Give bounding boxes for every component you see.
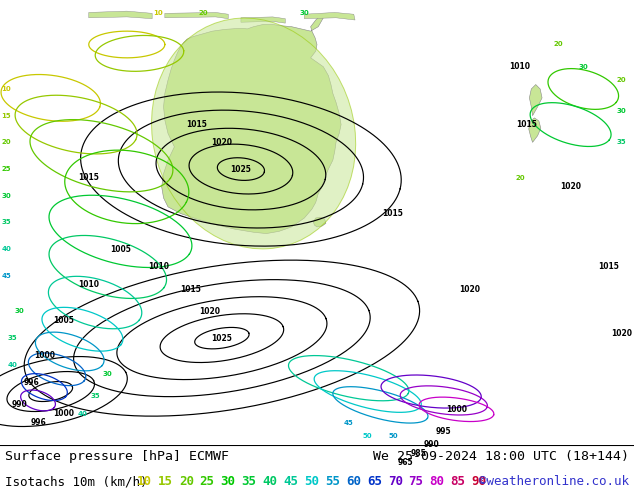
Text: 1025: 1025: [212, 334, 232, 343]
Text: 15: 15: [158, 475, 173, 489]
Text: 1025: 1025: [231, 165, 251, 173]
Text: 995: 995: [436, 427, 451, 436]
Polygon shape: [89, 11, 152, 19]
Text: 1015: 1015: [186, 120, 207, 129]
Text: 1015: 1015: [598, 263, 619, 271]
Text: 90: 90: [471, 475, 486, 489]
Text: 50: 50: [363, 433, 373, 439]
Text: 15: 15: [1, 113, 11, 119]
Text: 20: 20: [179, 475, 194, 489]
Text: 30: 30: [221, 475, 236, 489]
Text: 40: 40: [77, 411, 87, 417]
Text: 985: 985: [411, 449, 426, 458]
Text: 30: 30: [1, 193, 11, 199]
Text: 1010: 1010: [78, 280, 100, 289]
Text: 60: 60: [346, 475, 361, 489]
Text: 50: 50: [388, 433, 398, 439]
Text: 1000: 1000: [446, 405, 467, 414]
Text: 1020: 1020: [560, 182, 581, 192]
Text: 80: 80: [429, 475, 444, 489]
Text: 35: 35: [616, 139, 626, 146]
Text: 965: 965: [398, 458, 413, 467]
Text: 25: 25: [200, 475, 215, 489]
Text: 20: 20: [553, 42, 563, 48]
Text: 40: 40: [8, 362, 18, 368]
Text: 45: 45: [344, 419, 354, 426]
Text: ©weatheronline.co.uk: ©weatheronline.co.uk: [479, 475, 629, 489]
Polygon shape: [529, 118, 541, 143]
Polygon shape: [529, 85, 542, 116]
Text: 35: 35: [8, 335, 18, 341]
Text: 30: 30: [299, 10, 309, 16]
Text: 30: 30: [14, 308, 24, 315]
Text: 70: 70: [387, 475, 403, 489]
Text: 25: 25: [2, 166, 11, 172]
Text: 50: 50: [304, 475, 319, 489]
Polygon shape: [313, 217, 326, 227]
Polygon shape: [304, 12, 355, 20]
Polygon shape: [162, 16, 341, 234]
Text: 65: 65: [366, 475, 382, 489]
Text: 996: 996: [30, 418, 46, 427]
Text: 1020: 1020: [611, 329, 632, 338]
Text: 1015: 1015: [383, 209, 403, 218]
Text: 40: 40: [262, 475, 277, 489]
Text: 75: 75: [408, 475, 424, 489]
Text: 1015: 1015: [516, 120, 536, 129]
Text: 35: 35: [1, 220, 11, 225]
Text: 996: 996: [24, 378, 39, 387]
Text: 1005: 1005: [53, 316, 74, 325]
Text: 20: 20: [1, 139, 11, 146]
Text: 20: 20: [515, 175, 525, 181]
Polygon shape: [165, 12, 228, 19]
Text: 10: 10: [153, 10, 164, 16]
Text: 40: 40: [1, 246, 11, 252]
Text: 1015: 1015: [79, 173, 99, 182]
Text: 20: 20: [616, 77, 626, 83]
Text: 30: 30: [616, 108, 626, 114]
Text: 1005: 1005: [110, 245, 131, 254]
Text: 35: 35: [90, 393, 100, 399]
Text: 1020: 1020: [211, 138, 233, 147]
Text: 45: 45: [283, 475, 298, 489]
Polygon shape: [241, 17, 285, 23]
Text: We 25-09-2024 18:00 UTC (18+144): We 25-09-2024 18:00 UTC (18+144): [373, 450, 629, 463]
Text: Isotachs 10m (km/h): Isotachs 10m (km/h): [5, 475, 155, 489]
Text: 45: 45: [1, 273, 11, 279]
Text: 1020: 1020: [458, 285, 480, 294]
Text: 30: 30: [103, 371, 113, 377]
Text: 1000: 1000: [34, 351, 55, 361]
Text: 1020: 1020: [198, 307, 220, 316]
Text: Surface pressure [hPa] ECMWF: Surface pressure [hPa] ECMWF: [5, 450, 229, 463]
Text: 10: 10: [1, 86, 11, 92]
Text: 990: 990: [424, 441, 439, 449]
Text: 20: 20: [198, 10, 208, 16]
Text: 55: 55: [325, 475, 340, 489]
Ellipse shape: [152, 18, 356, 249]
Text: 1010: 1010: [509, 62, 531, 71]
Text: 30: 30: [578, 64, 588, 70]
Text: 35: 35: [242, 475, 257, 489]
Text: 10: 10: [137, 475, 152, 489]
Text: 85: 85: [450, 475, 465, 489]
Text: 1000: 1000: [53, 409, 74, 418]
Text: 1015: 1015: [180, 285, 200, 294]
Text: 1010: 1010: [148, 263, 169, 271]
Text: 990: 990: [11, 400, 27, 409]
